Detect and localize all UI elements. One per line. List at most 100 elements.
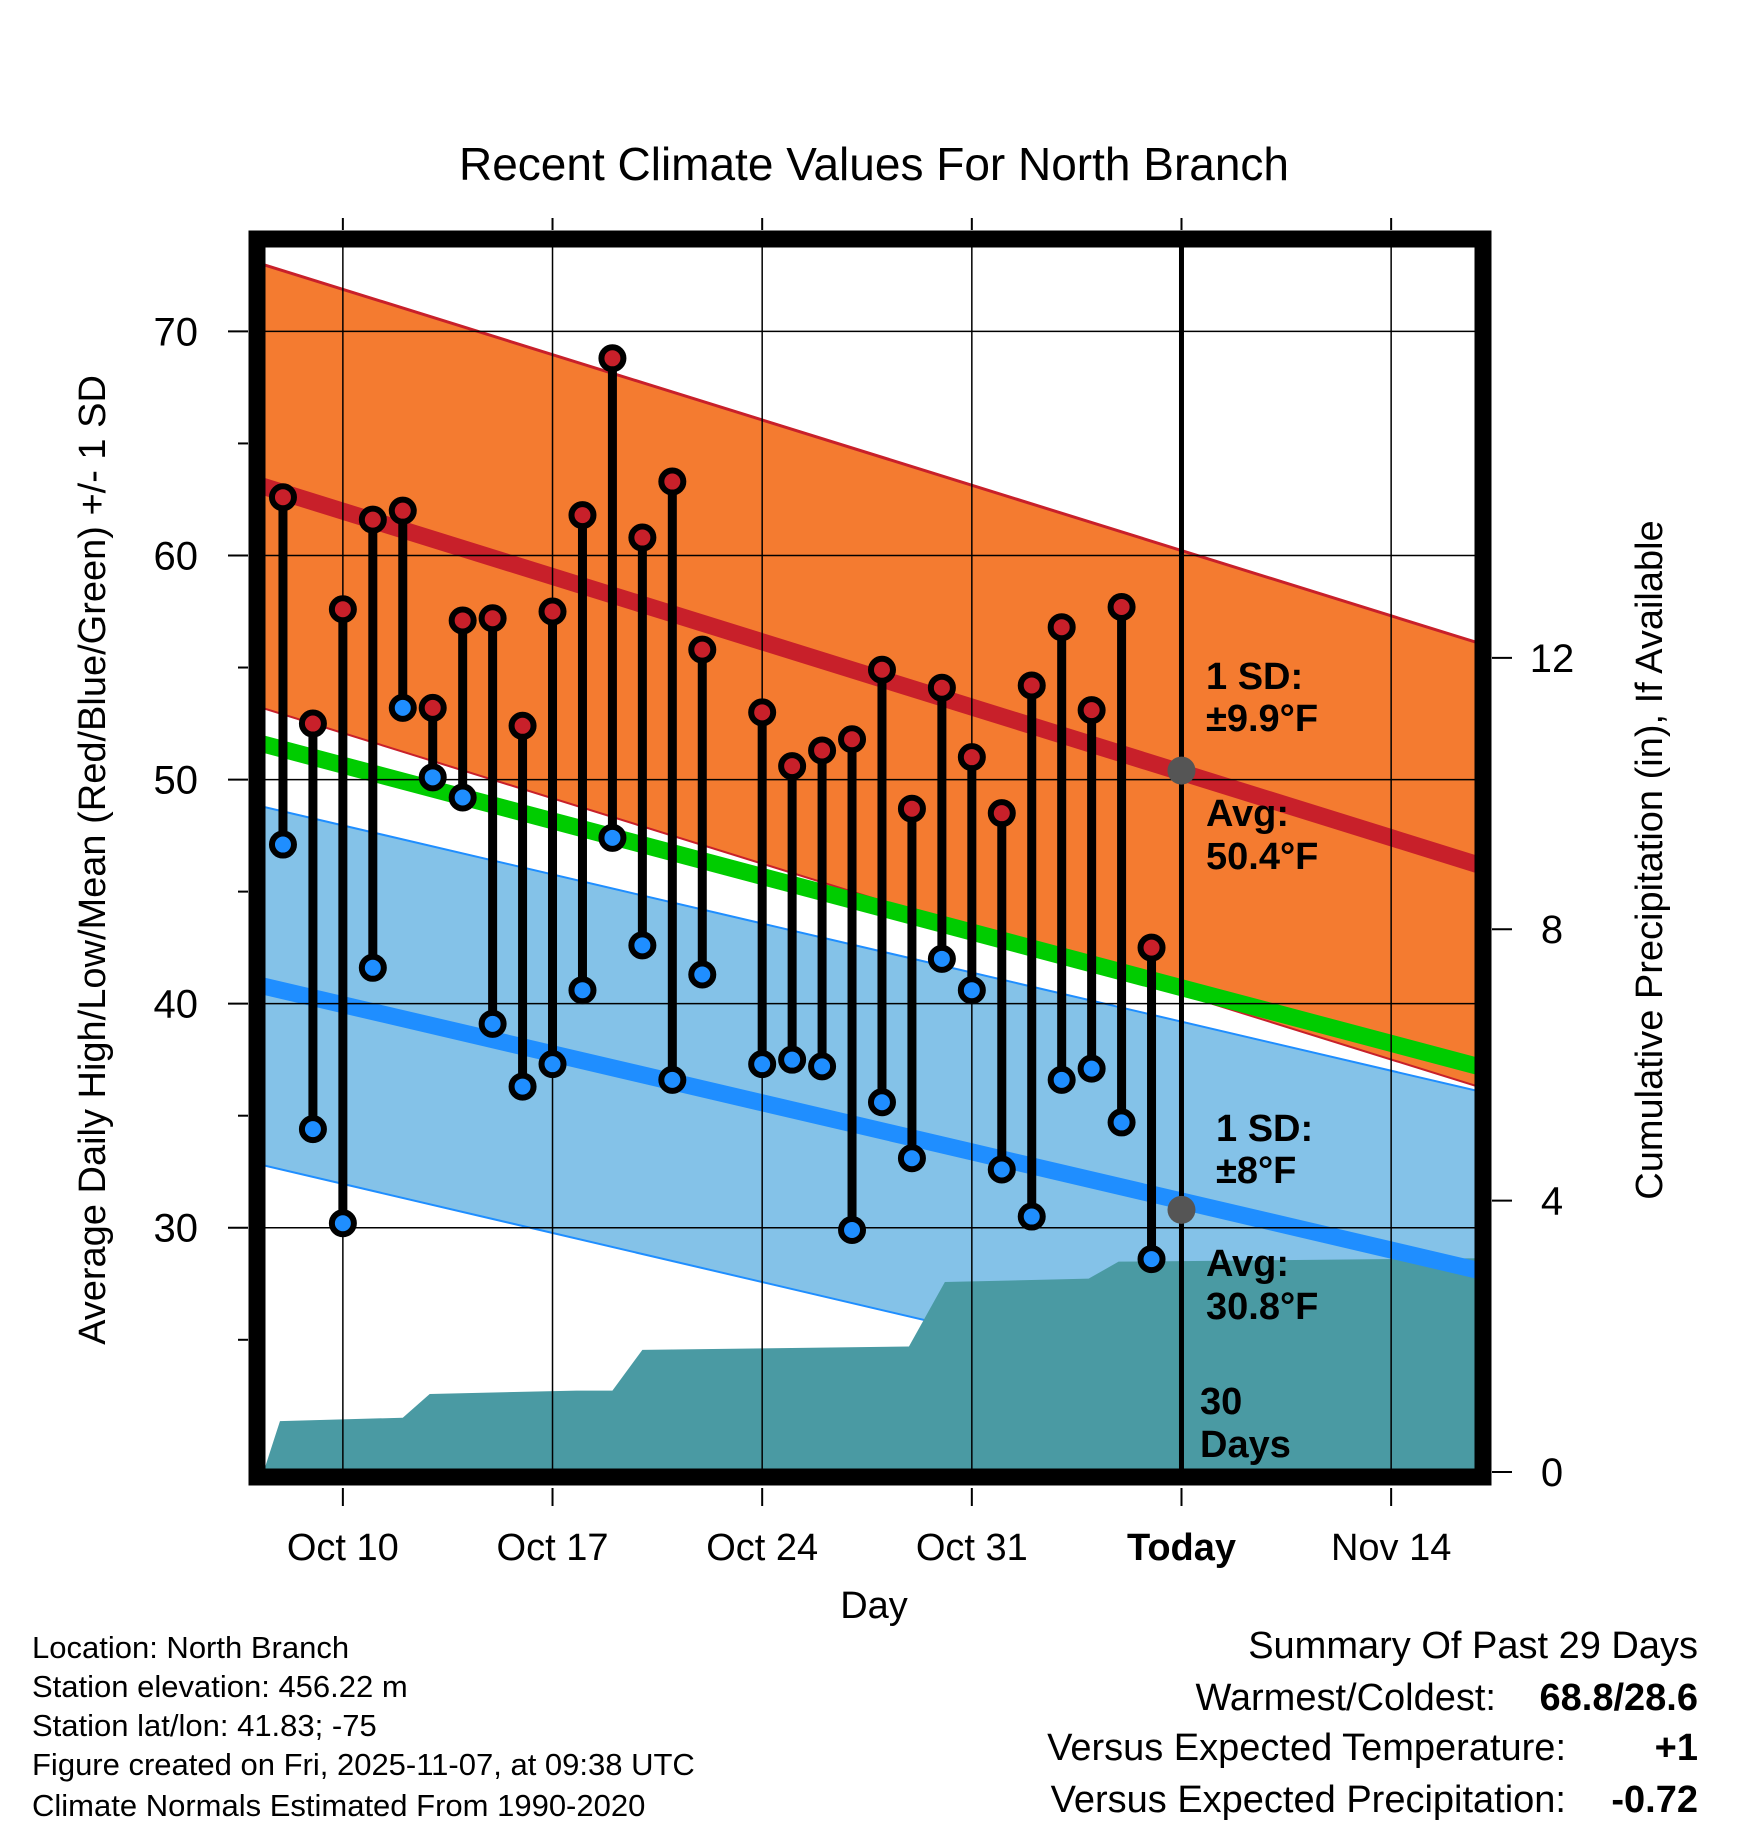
low-point (658, 1065, 687, 1094)
low-sd-value: ±8°F (1216, 1150, 1296, 1192)
low-avg-value: 30.8°F (1206, 1286, 1318, 1328)
summary-temp-value: +1 (1655, 1727, 1698, 1769)
x-tick-label: Oct 31 (916, 1527, 1028, 1569)
low-point (478, 1009, 507, 1038)
low-point (897, 1144, 926, 1173)
station-info: Location: North Branch Station elevation… (32, 1630, 695, 1823)
info-latlon: Station lat/lon: 41.83; -75 (32, 1708, 377, 1743)
high-point (1137, 933, 1166, 962)
low-point (448, 783, 477, 812)
low-point (418, 763, 447, 792)
days-count: 30 (1200, 1381, 1242, 1423)
low-point (808, 1052, 837, 1081)
high-avg-label: Avg: (1206, 793, 1289, 835)
x-tick-label: Oct 24 (706, 1527, 818, 1569)
high-point (448, 606, 477, 635)
high-point (508, 711, 537, 740)
high-point (748, 698, 777, 727)
high-point (987, 799, 1016, 828)
x-tick-label: Nov 14 (1331, 1527, 1451, 1569)
y-tick-label: 30 (154, 1207, 199, 1251)
high-point (628, 523, 657, 552)
y-tick-label: 40 (154, 983, 199, 1027)
high-point (328, 595, 357, 624)
summary-panel: Summary Of Past 29 Days Warmest/Coldest:… (1047, 1625, 1698, 1821)
summary-warmest-value: 68.8/28.6 (1540, 1677, 1698, 1719)
summary-warmest-label: Warmest/Coldest: (1195, 1677, 1496, 1719)
high-sd-value: ±9.9°F (1206, 698, 1318, 740)
low-point (628, 931, 657, 960)
high-point (1017, 671, 1046, 700)
low-point (388, 693, 417, 722)
x-tick-label: Oct 17 (497, 1527, 609, 1569)
high-point (778, 752, 807, 781)
low-point (298, 1115, 327, 1144)
low-point (1137, 1245, 1166, 1274)
high-point (1047, 613, 1076, 642)
high-point (268, 483, 297, 512)
x-tick-label: Today (1127, 1527, 1236, 1569)
low-avg-label: Avg: (1206, 1243, 1289, 1285)
low-point (508, 1072, 537, 1101)
info-created: Figure created on Fri, 2025-11-07, at 09… (32, 1747, 695, 1782)
precip-area (263, 1258, 1478, 1472)
high-avg-value: 50.4°F (1206, 836, 1318, 878)
summary-precip-value: -0.72 (1611, 1779, 1698, 1821)
y2-axis-label: Cumulative Precipitation (in), If Availa… (1629, 520, 1671, 1199)
high-point (568, 501, 597, 530)
high-band-upper-edge (262, 262, 1478, 645)
high-sd-label: 1 SD: (1206, 656, 1303, 698)
low-point (838, 1215, 867, 1244)
low-point (778, 1045, 807, 1074)
high-point (478, 604, 507, 633)
normal-low-line (262, 977, 1478, 1279)
high-point (1107, 593, 1136, 622)
low-point (1107, 1108, 1136, 1137)
low-point (1017, 1202, 1046, 1231)
high-point (688, 635, 717, 664)
high-point (538, 597, 567, 626)
chart-title: Recent Climate Values For North Branch (459, 138, 1289, 190)
x-axis-label: Day (840, 1585, 908, 1627)
low-point (328, 1209, 357, 1238)
low-point (598, 823, 627, 852)
days-label: Days (1200, 1424, 1291, 1466)
y2-tick-label: 12 (1530, 637, 1575, 681)
high-point (1077, 696, 1106, 725)
plot-frame (248, 230, 1492, 1486)
high-point (358, 505, 387, 534)
x-tick-label: Oct 10 (287, 1527, 399, 1569)
y-tick-label: 50 (154, 759, 199, 803)
low-band-upper-edge (262, 805, 1478, 1093)
low-point (957, 976, 986, 1005)
low-point (867, 1088, 896, 1117)
low-point (927, 944, 956, 973)
high-point (418, 693, 447, 722)
low-point (358, 953, 387, 982)
y-axis-label: Average Daily High/Low/Mean (Red/Blue/Gr… (72, 375, 114, 1345)
high-point (298, 709, 327, 738)
y2-tick-label: 8 (1541, 908, 1563, 952)
high-point (957, 743, 986, 772)
high-point (838, 725, 867, 754)
today-avg-low-marker (1167, 1195, 1196, 1224)
info-elevation: Station elevation: 456.22 m (32, 1669, 408, 1704)
low-point (1077, 1054, 1106, 1083)
y-tick-label: 70 (154, 310, 199, 354)
info-location: Location: North Branch (32, 1630, 349, 1665)
high-point (867, 655, 896, 684)
low-point (1047, 1065, 1076, 1094)
y2-tick-label: 4 (1541, 1180, 1563, 1224)
summary-temp-label: Versus Expected Temperature: (1047, 1727, 1566, 1769)
summary-title: Summary Of Past 29 Days (1248, 1625, 1698, 1667)
low-point (268, 830, 297, 859)
y2-tick-label: 0 (1541, 1451, 1563, 1495)
high-point (808, 736, 837, 765)
low-point (538, 1050, 567, 1079)
low-point (568, 976, 597, 1005)
high-point (388, 496, 417, 525)
high-point (897, 794, 926, 823)
y-tick-label: 60 (154, 534, 199, 578)
today-avg-high-marker (1167, 756, 1196, 785)
